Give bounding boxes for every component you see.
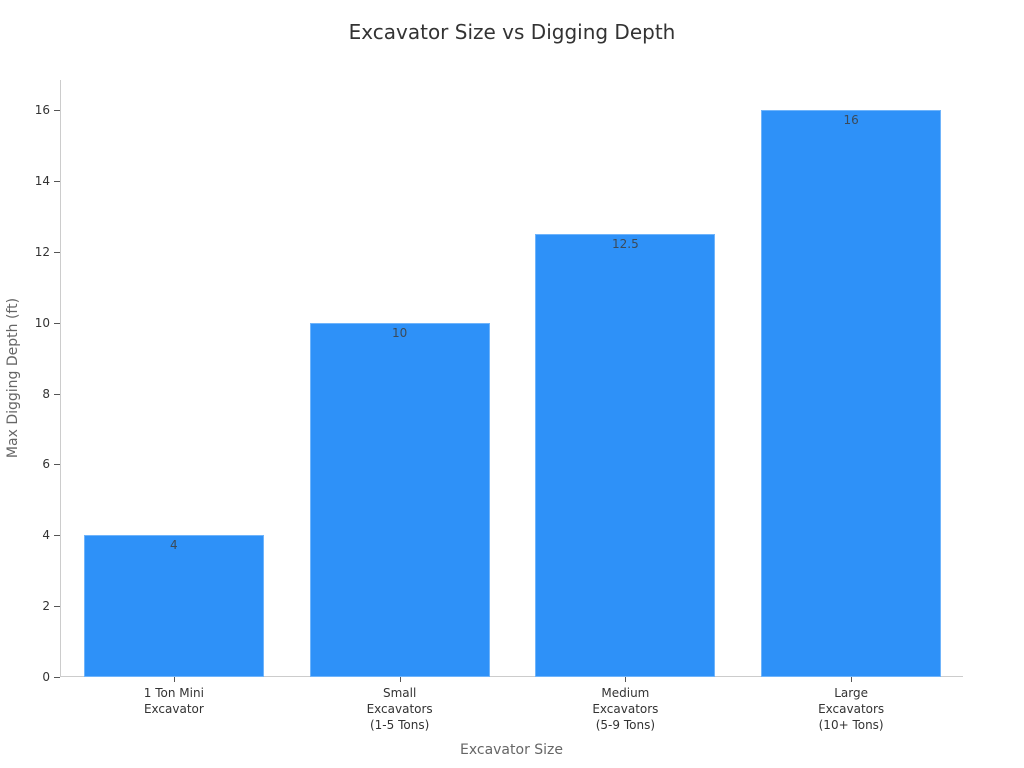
y-tick-label: 16 xyxy=(34,103,50,117)
y-tick-label: 2 xyxy=(42,599,50,614)
y-axis-line xyxy=(60,80,61,677)
bar-value-label: 16 xyxy=(843,113,859,127)
x-axis-line xyxy=(60,676,963,677)
y-tick-label: 8 xyxy=(42,386,50,401)
y-tick xyxy=(54,677,60,678)
y-axis-title: Max Digging Depth (ft) xyxy=(5,297,21,459)
y-tick-label: 0 xyxy=(42,670,50,684)
x-tick xyxy=(851,677,853,682)
x-tick-label: Medium Excavators (5-9 Tons) xyxy=(592,686,659,732)
bar xyxy=(83,535,264,677)
y-tick xyxy=(54,606,60,608)
y-tick xyxy=(54,110,60,111)
y-tick xyxy=(54,464,60,466)
y-tick xyxy=(54,251,60,253)
y-tick-label: 4 xyxy=(42,528,50,543)
y-tick-label: 10 xyxy=(34,315,50,330)
y-tick xyxy=(54,393,60,395)
x-tick xyxy=(399,677,401,682)
y-tick xyxy=(54,535,60,537)
y-tick-label: 6 xyxy=(42,457,50,472)
y-tick-label: 14 xyxy=(34,173,50,188)
y-tick xyxy=(54,322,60,324)
bar-value-label: 10 xyxy=(391,325,408,340)
y-tick xyxy=(54,180,60,182)
bar xyxy=(309,322,490,677)
x-tick-label: Large Excavators (10+ Tons) xyxy=(818,686,885,732)
bar-value-label: 12.5 xyxy=(612,237,639,252)
x-tick xyxy=(173,677,175,682)
x-axis-title: Excavator Size xyxy=(459,742,564,758)
x-tick-label: 1 Ton Mini Excavator xyxy=(143,686,204,716)
x-tick-label: Small Excavators (1-5 Tons) xyxy=(366,686,433,732)
bar xyxy=(761,110,942,677)
bar xyxy=(535,234,716,677)
y-tick-label: 12 xyxy=(34,244,50,259)
x-tick xyxy=(625,677,627,682)
chart-title: Excavator Size vs Digging Depth xyxy=(348,20,676,44)
bar-value-label: 4 xyxy=(170,538,178,553)
